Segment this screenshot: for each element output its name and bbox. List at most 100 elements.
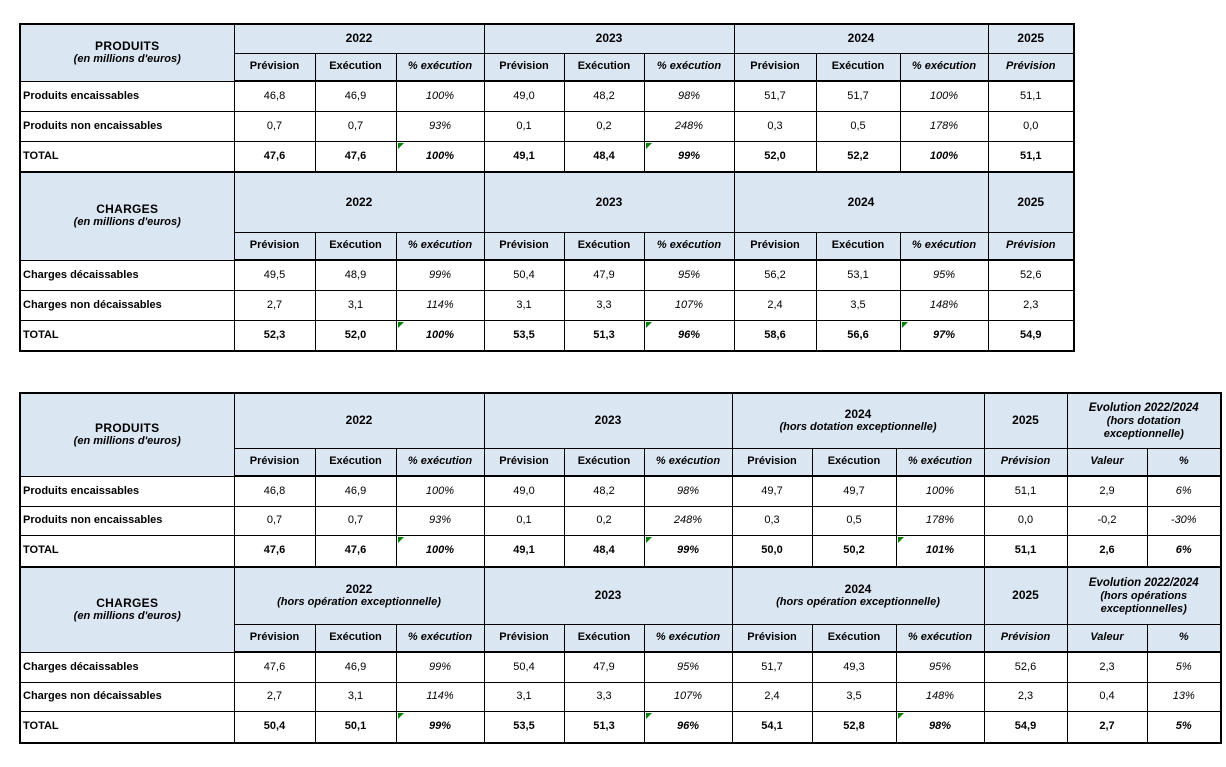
- value-cell: 51,7: [815, 80, 901, 112]
- cell-value: 0,7: [347, 514, 364, 526]
- column-header-cell: Valeur: [1066, 623, 1148, 653]
- column-header-cell: % exécution: [395, 52, 485, 82]
- column-header-cell: %: [1146, 623, 1222, 653]
- year-label: 2022: [345, 413, 373, 428]
- cell-value: 51,7: [764, 89, 786, 102]
- column-header-cell: % exécution: [395, 447, 485, 477]
- column-header-cell: Prévision: [983, 447, 1068, 477]
- column-header-label: Exécution: [577, 239, 631, 252]
- value-cell: 0,2: [563, 505, 645, 536]
- column-header-cell: Exécution: [563, 52, 645, 82]
- cell-value: 99%: [677, 149, 701, 162]
- year-label: 2024: [847, 194, 875, 209]
- value-cell: 49,1: [483, 534, 565, 568]
- value-cell: 50,2: [811, 534, 897, 568]
- cell-value: 99%: [428, 268, 452, 281]
- cell-value: 49,0: [513, 89, 535, 102]
- value-cell: 0,7: [314, 505, 397, 536]
- percent-cell: 248%: [643, 110, 735, 142]
- cell-value: 48,4: [593, 544, 615, 557]
- cell-value: 2,3: [1017, 690, 1034, 702]
- percent-cell: 95%: [895, 651, 985, 683]
- column-header-cell: Exécution: [815, 52, 901, 82]
- cell-value: 3,1: [516, 298, 532, 311]
- percent-cell: 178%: [899, 110, 989, 142]
- value-cell: 47,9: [563, 651, 645, 683]
- cell-value: 97%: [932, 328, 956, 341]
- cell-value: 48,2: [593, 484, 615, 497]
- percent-cell: 114%: [395, 681, 485, 712]
- value-cell: 0,1: [483, 505, 565, 536]
- column-header-cell: Valeur: [1066, 447, 1148, 477]
- value-cell: 47,6: [314, 534, 397, 568]
- value-cell: 3,1: [314, 289, 397, 321]
- table-row: Charges non décaissables 2,7 3,1 114% 3,1 3,3…: [19, 681, 1222, 712]
- section-subtitle: (en millions d'euros): [73, 609, 181, 622]
- column-header-label: Prévision: [249, 631, 300, 644]
- cell-value: 51,1: [1014, 544, 1037, 557]
- comment-flag-icon: [397, 536, 404, 543]
- cell-value: 47,6: [344, 544, 367, 557]
- column-header-label: % exécution: [907, 455, 973, 468]
- table-budget-execution-hors-exceptionnelles: PRODUITS (en millions d'euros) 2022 2023 202…: [19, 392, 1222, 744]
- percent-cell: 100%: [395, 319, 485, 352]
- row-label: TOTAL: [23, 328, 59, 341]
- cell-value: 100%: [425, 328, 455, 341]
- cell-value: 0,2: [596, 119, 612, 132]
- value-cell: 51,7: [733, 80, 817, 112]
- cell-value: 0,7: [347, 119, 364, 132]
- percent-cell: 107%: [643, 289, 735, 321]
- cell-value: 52,6: [1020, 268, 1042, 281]
- column-header-label: Exécution: [827, 631, 881, 644]
- column-header-label: % exécution: [907, 631, 973, 644]
- percent-cell: 100%: [395, 475, 485, 507]
- column-header-label: % exécution: [407, 239, 473, 252]
- cell-value: 3,3: [596, 298, 612, 311]
- column-header-label: Prévision: [249, 60, 300, 73]
- cell-value: 93%: [428, 514, 452, 526]
- cell-value: 50,0: [761, 544, 783, 557]
- value-cell: 2,4: [733, 289, 817, 321]
- column-header-label: Exécution: [831, 60, 885, 73]
- column-header-label: Exécution: [831, 239, 885, 252]
- row-label: Produits non encaissables: [23, 514, 163, 526]
- column-header-cell: Prévision: [483, 447, 565, 477]
- percent-cell: 100%: [899, 80, 989, 112]
- value-cell: 3,5: [815, 289, 901, 321]
- cell-value: 0,7: [266, 514, 283, 526]
- cell-value: 148%: [929, 298, 959, 311]
- column-header-cell: Exécution: [815, 231, 901, 261]
- cell-value: 95%: [677, 268, 701, 281]
- percent-cell: 93%: [395, 110, 485, 142]
- cell-value: 0,7: [266, 119, 283, 132]
- cell-value: 248%: [674, 119, 704, 132]
- value-cell: 48,2: [563, 80, 645, 112]
- cell-value: -0,2: [1097, 514, 1117, 526]
- column-header-cell: % exécution: [395, 623, 485, 653]
- value-cell: 56,2: [733, 259, 817, 291]
- value-cell: 52,6: [987, 259, 1075, 291]
- cell-value: 47,6: [344, 149, 367, 162]
- header-sub-row: Prévision Exécution % exécution Prévision Ex…: [20, 623, 1222, 653]
- column-header-label: Exécution: [329, 631, 382, 644]
- section-title-cell: CHARGES (en millions d'euros): [19, 566, 235, 653]
- value-cell: 53,1: [815, 259, 901, 291]
- value-cell: 49,5: [233, 259, 316, 291]
- comment-flag-icon: [397, 142, 404, 149]
- value-cell: 3,1: [314, 681, 397, 712]
- year-header-cell: 2024: [733, 23, 989, 54]
- cell-value: 51,1: [1014, 484, 1037, 497]
- column-header-cell: Exécution: [314, 52, 397, 82]
- column-header-label: Prévision: [249, 455, 300, 468]
- cell-value: 2,3: [1023, 298, 1039, 311]
- percent-cell: 100%: [395, 140, 485, 173]
- column-header-label: Exécution: [827, 455, 881, 468]
- year-label: 2025: [1012, 588, 1039, 603]
- cell-value: 54,1: [761, 720, 783, 733]
- column-header-label: Prévision: [499, 455, 549, 468]
- column-header-cell: Exécution: [314, 447, 397, 477]
- value-cell: 0,1: [483, 110, 565, 142]
- section-subtitle: (en millions d'euros): [73, 216, 181, 229]
- cell-value: 52,0: [344, 328, 367, 341]
- column-header-label: % exécution: [655, 455, 721, 468]
